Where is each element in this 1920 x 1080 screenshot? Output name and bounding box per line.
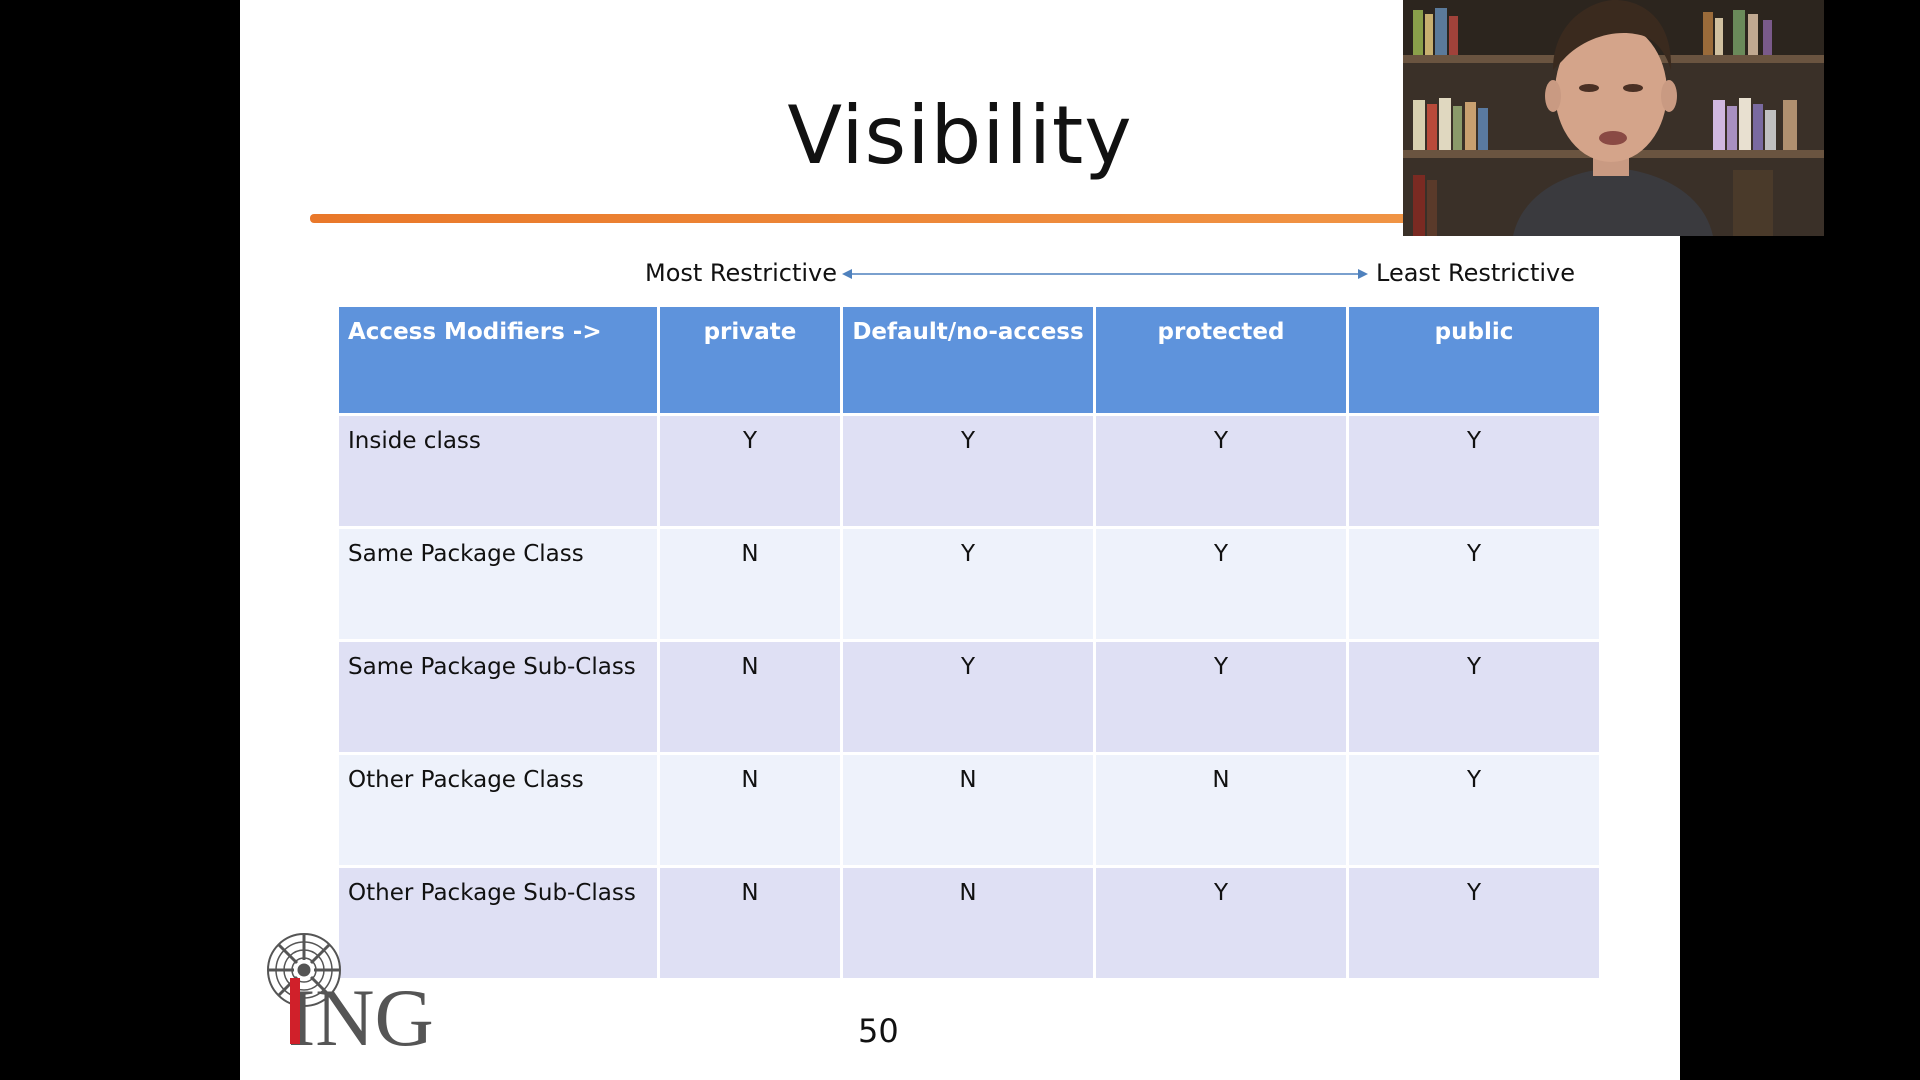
cell-protected: Y	[1096, 416, 1346, 526]
header-default: Default/no-access	[843, 307, 1093, 413]
row-label: Same Package Class	[339, 529, 657, 639]
page-number: 50	[858, 1012, 899, 1050]
header-public: public	[1349, 307, 1599, 413]
cell-default: Y	[843, 642, 1093, 752]
table-header-row: Access Modifiers -> private Default/no-a…	[339, 307, 1599, 413]
least-restrictive-label: Least Restrictive	[1376, 259, 1576, 287]
header-access-modifiers: Access Modifiers ->	[339, 307, 657, 413]
cell-private: N	[660, 868, 840, 978]
restrictiveness-scale: Most Restrictive Least Restrictive	[240, 258, 1680, 288]
row-label: Other Package Class	[339, 755, 657, 865]
row-label: Other Package Sub-Class	[339, 868, 657, 978]
cell-public: Y	[1349, 755, 1599, 865]
svg-text:ING: ING	[288, 972, 434, 1050]
header-protected: protected	[1096, 307, 1346, 413]
cell-protected: Y	[1096, 529, 1346, 639]
cell-default: N	[843, 868, 1093, 978]
access-modifier-table: Access Modifiers -> private Default/no-a…	[336, 304, 1602, 981]
cell-public: Y	[1349, 529, 1599, 639]
cell-private: N	[660, 529, 840, 639]
slide-title: Visibility	[787, 89, 1133, 182]
table-row: Other Package Class N N N Y	[339, 755, 1599, 865]
cell-protected: Y	[1096, 642, 1346, 752]
cell-private: N	[660, 642, 840, 752]
cell-public: Y	[1349, 416, 1599, 526]
most-restrictive-label: Most Restrictive	[645, 259, 837, 287]
row-label: Same Package Sub-Class	[339, 642, 657, 752]
header-private: private	[660, 307, 840, 413]
table-row: Same Package Sub-Class N Y Y Y	[339, 642, 1599, 752]
cell-default: N	[843, 755, 1093, 865]
title-divider	[310, 214, 1650, 223]
cell-protected: N	[1096, 755, 1346, 865]
table-row: Same Package Class N Y Y Y	[339, 529, 1599, 639]
cell-private: N	[660, 755, 840, 865]
cell-public: Y	[1349, 642, 1599, 752]
table-row: Other Package Sub-Class N N Y Y	[339, 868, 1599, 978]
cell-default: Y	[843, 416, 1093, 526]
ing-logo: ING	[267, 933, 434, 1050]
double-arrow-icon	[842, 269, 1368, 279]
cell-public: Y	[1349, 868, 1599, 978]
cell-private: Y	[660, 416, 840, 526]
presenter-video-icon	[1403, 0, 1824, 236]
row-label: Inside class	[339, 416, 657, 526]
table-row: Inside class Y Y Y Y	[339, 416, 1599, 526]
cell-default: Y	[843, 529, 1093, 639]
cell-protected: Y	[1096, 868, 1346, 978]
